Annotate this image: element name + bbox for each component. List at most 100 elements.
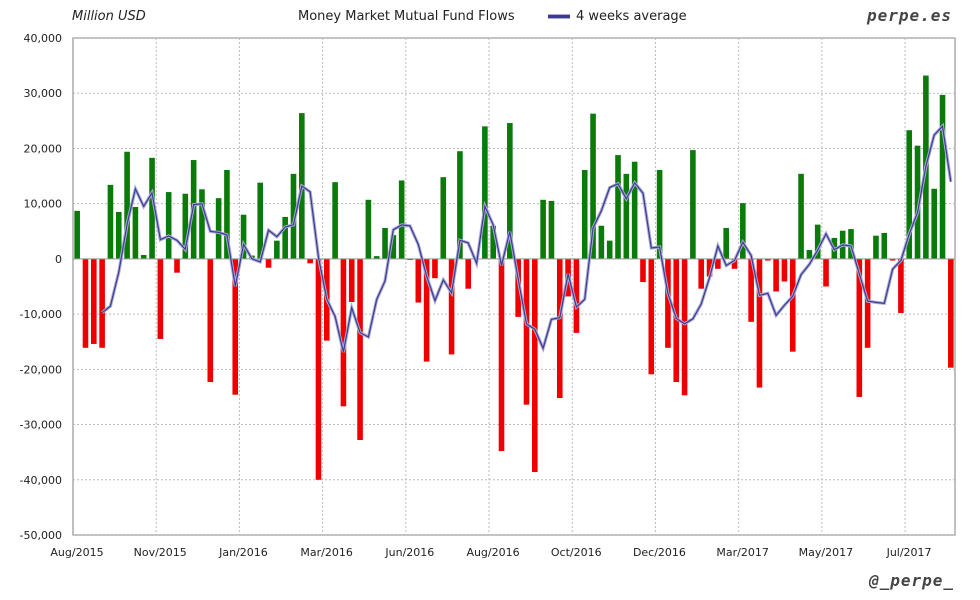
flow-bar bbox=[465, 258, 472, 289]
flow-bar bbox=[823, 258, 829, 287]
flow-bar bbox=[948, 258, 954, 368]
flow-bar bbox=[390, 235, 397, 259]
flow-bar bbox=[606, 240, 613, 259]
x-tick-label: Dec/2016 bbox=[633, 546, 686, 559]
x-tick-label: Nov/2015 bbox=[134, 546, 187, 559]
flow-bar bbox=[873, 235, 879, 259]
flow-bar bbox=[182, 193, 189, 259]
legend: 4 weeks average bbox=[548, 9, 687, 24]
flow-bar bbox=[482, 126, 488, 259]
flow-bar bbox=[806, 250, 813, 259]
flow-bar bbox=[498, 258, 505, 452]
flow-bar bbox=[149, 157, 155, 259]
flow-bar bbox=[315, 258, 322, 480]
flow-bar bbox=[440, 177, 447, 259]
flow-bar bbox=[656, 169, 663, 259]
flow-bar bbox=[274, 240, 280, 259]
flow-bar bbox=[157, 258, 164, 339]
flow-bar bbox=[631, 161, 638, 259]
flow-bar bbox=[889, 258, 896, 261]
flow-bar bbox=[781, 258, 788, 282]
flow-bar bbox=[698, 258, 705, 289]
average-line bbox=[101, 124, 952, 353]
flow-bar bbox=[556, 258, 563, 399]
flow-bar bbox=[665, 258, 671, 348]
flow-bar bbox=[132, 206, 139, 259]
flow-bar bbox=[914, 145, 921, 259]
flow-bar bbox=[398, 180, 405, 259]
y-tick-label: 40,000 bbox=[24, 32, 63, 45]
flow-bar bbox=[848, 229, 854, 259]
flow-bar bbox=[906, 130, 913, 259]
flow-bar bbox=[124, 151, 130, 259]
flow-bar bbox=[598, 225, 605, 259]
x-tick-label: Oct/2016 bbox=[551, 546, 602, 559]
flow-bar bbox=[706, 258, 713, 277]
flow-bar bbox=[756, 258, 763, 388]
author-handle: @_perpe_ bbox=[868, 571, 954, 590]
x-tick-label: Mar/2017 bbox=[716, 546, 768, 559]
flow-bar bbox=[307, 258, 313, 264]
flow-bar bbox=[548, 200, 555, 259]
x-tick-label: Aug/2016 bbox=[466, 546, 519, 559]
flow-bar bbox=[448, 258, 455, 355]
flow-bar bbox=[523, 258, 530, 405]
flow-bar bbox=[748, 258, 754, 322]
flow-bar bbox=[415, 258, 422, 303]
flow-bar bbox=[615, 155, 621, 259]
y-axis-unit-label: Million USD bbox=[72, 9, 146, 24]
flow-bar bbox=[856, 258, 863, 397]
flow-bar bbox=[199, 189, 205, 259]
flow-bar bbox=[140, 255, 147, 259]
y-tick-label: -40,000 bbox=[20, 474, 62, 487]
y-tick-label: -10,000 bbox=[20, 308, 62, 321]
flow-bar bbox=[215, 198, 222, 259]
flow-bar bbox=[99, 258, 105, 348]
x-tick-label: Aug/2015 bbox=[50, 546, 103, 559]
flow-bar bbox=[115, 211, 122, 259]
flow-bar bbox=[240, 214, 247, 259]
flow-bar bbox=[232, 258, 239, 395]
flow-bar bbox=[939, 94, 946, 259]
flow-bar bbox=[673, 258, 680, 383]
x-tick-label: Jan/2016 bbox=[218, 546, 268, 559]
flow-bar bbox=[814, 224, 821, 259]
flow-bar bbox=[690, 150, 696, 259]
flow-bar bbox=[789, 258, 796, 352]
y-tick-label: 20,000 bbox=[24, 142, 63, 155]
flow-bar bbox=[357, 258, 363, 441]
flow-bar bbox=[623, 173, 630, 259]
flow-bar bbox=[348, 258, 355, 302]
flow-bar bbox=[640, 258, 646, 283]
flow-bar bbox=[731, 258, 738, 269]
y-tick-label: 30,000 bbox=[24, 87, 63, 100]
x-tick-label: Jul/2017 bbox=[886, 546, 932, 559]
flow-bar bbox=[457, 151, 463, 259]
legend-label: 4 weeks average bbox=[576, 9, 687, 24]
y-tick-label: 0 bbox=[55, 253, 62, 266]
brand-logo-text: perpe.es bbox=[866, 6, 952, 25]
y-tick-label: -30,000 bbox=[20, 419, 62, 432]
flow-bar bbox=[257, 182, 264, 259]
flow-bar bbox=[773, 258, 779, 292]
flow-bar bbox=[432, 258, 438, 279]
flow-bar bbox=[91, 258, 97, 344]
x-tick-label: Mar/2016 bbox=[300, 546, 352, 559]
flow-bar bbox=[507, 123, 513, 259]
flow-bar bbox=[282, 216, 288, 259]
flow-bar bbox=[648, 258, 655, 375]
legend-line-swatch bbox=[548, 14, 570, 19]
flow-bar bbox=[207, 258, 214, 383]
flow-bar bbox=[382, 227, 388, 259]
flow-bar bbox=[715, 258, 721, 269]
flow-bar bbox=[107, 184, 114, 259]
flow-bar bbox=[340, 258, 347, 407]
flow-bar bbox=[373, 256, 380, 259]
flow-bar bbox=[265, 258, 272, 268]
flow-bar bbox=[881, 232, 888, 259]
x-tick-label: May/2017 bbox=[799, 546, 853, 559]
flow-bar bbox=[532, 258, 538, 473]
flow-bar bbox=[573, 258, 580, 333]
y-tick-label: -50,000 bbox=[20, 529, 62, 542]
